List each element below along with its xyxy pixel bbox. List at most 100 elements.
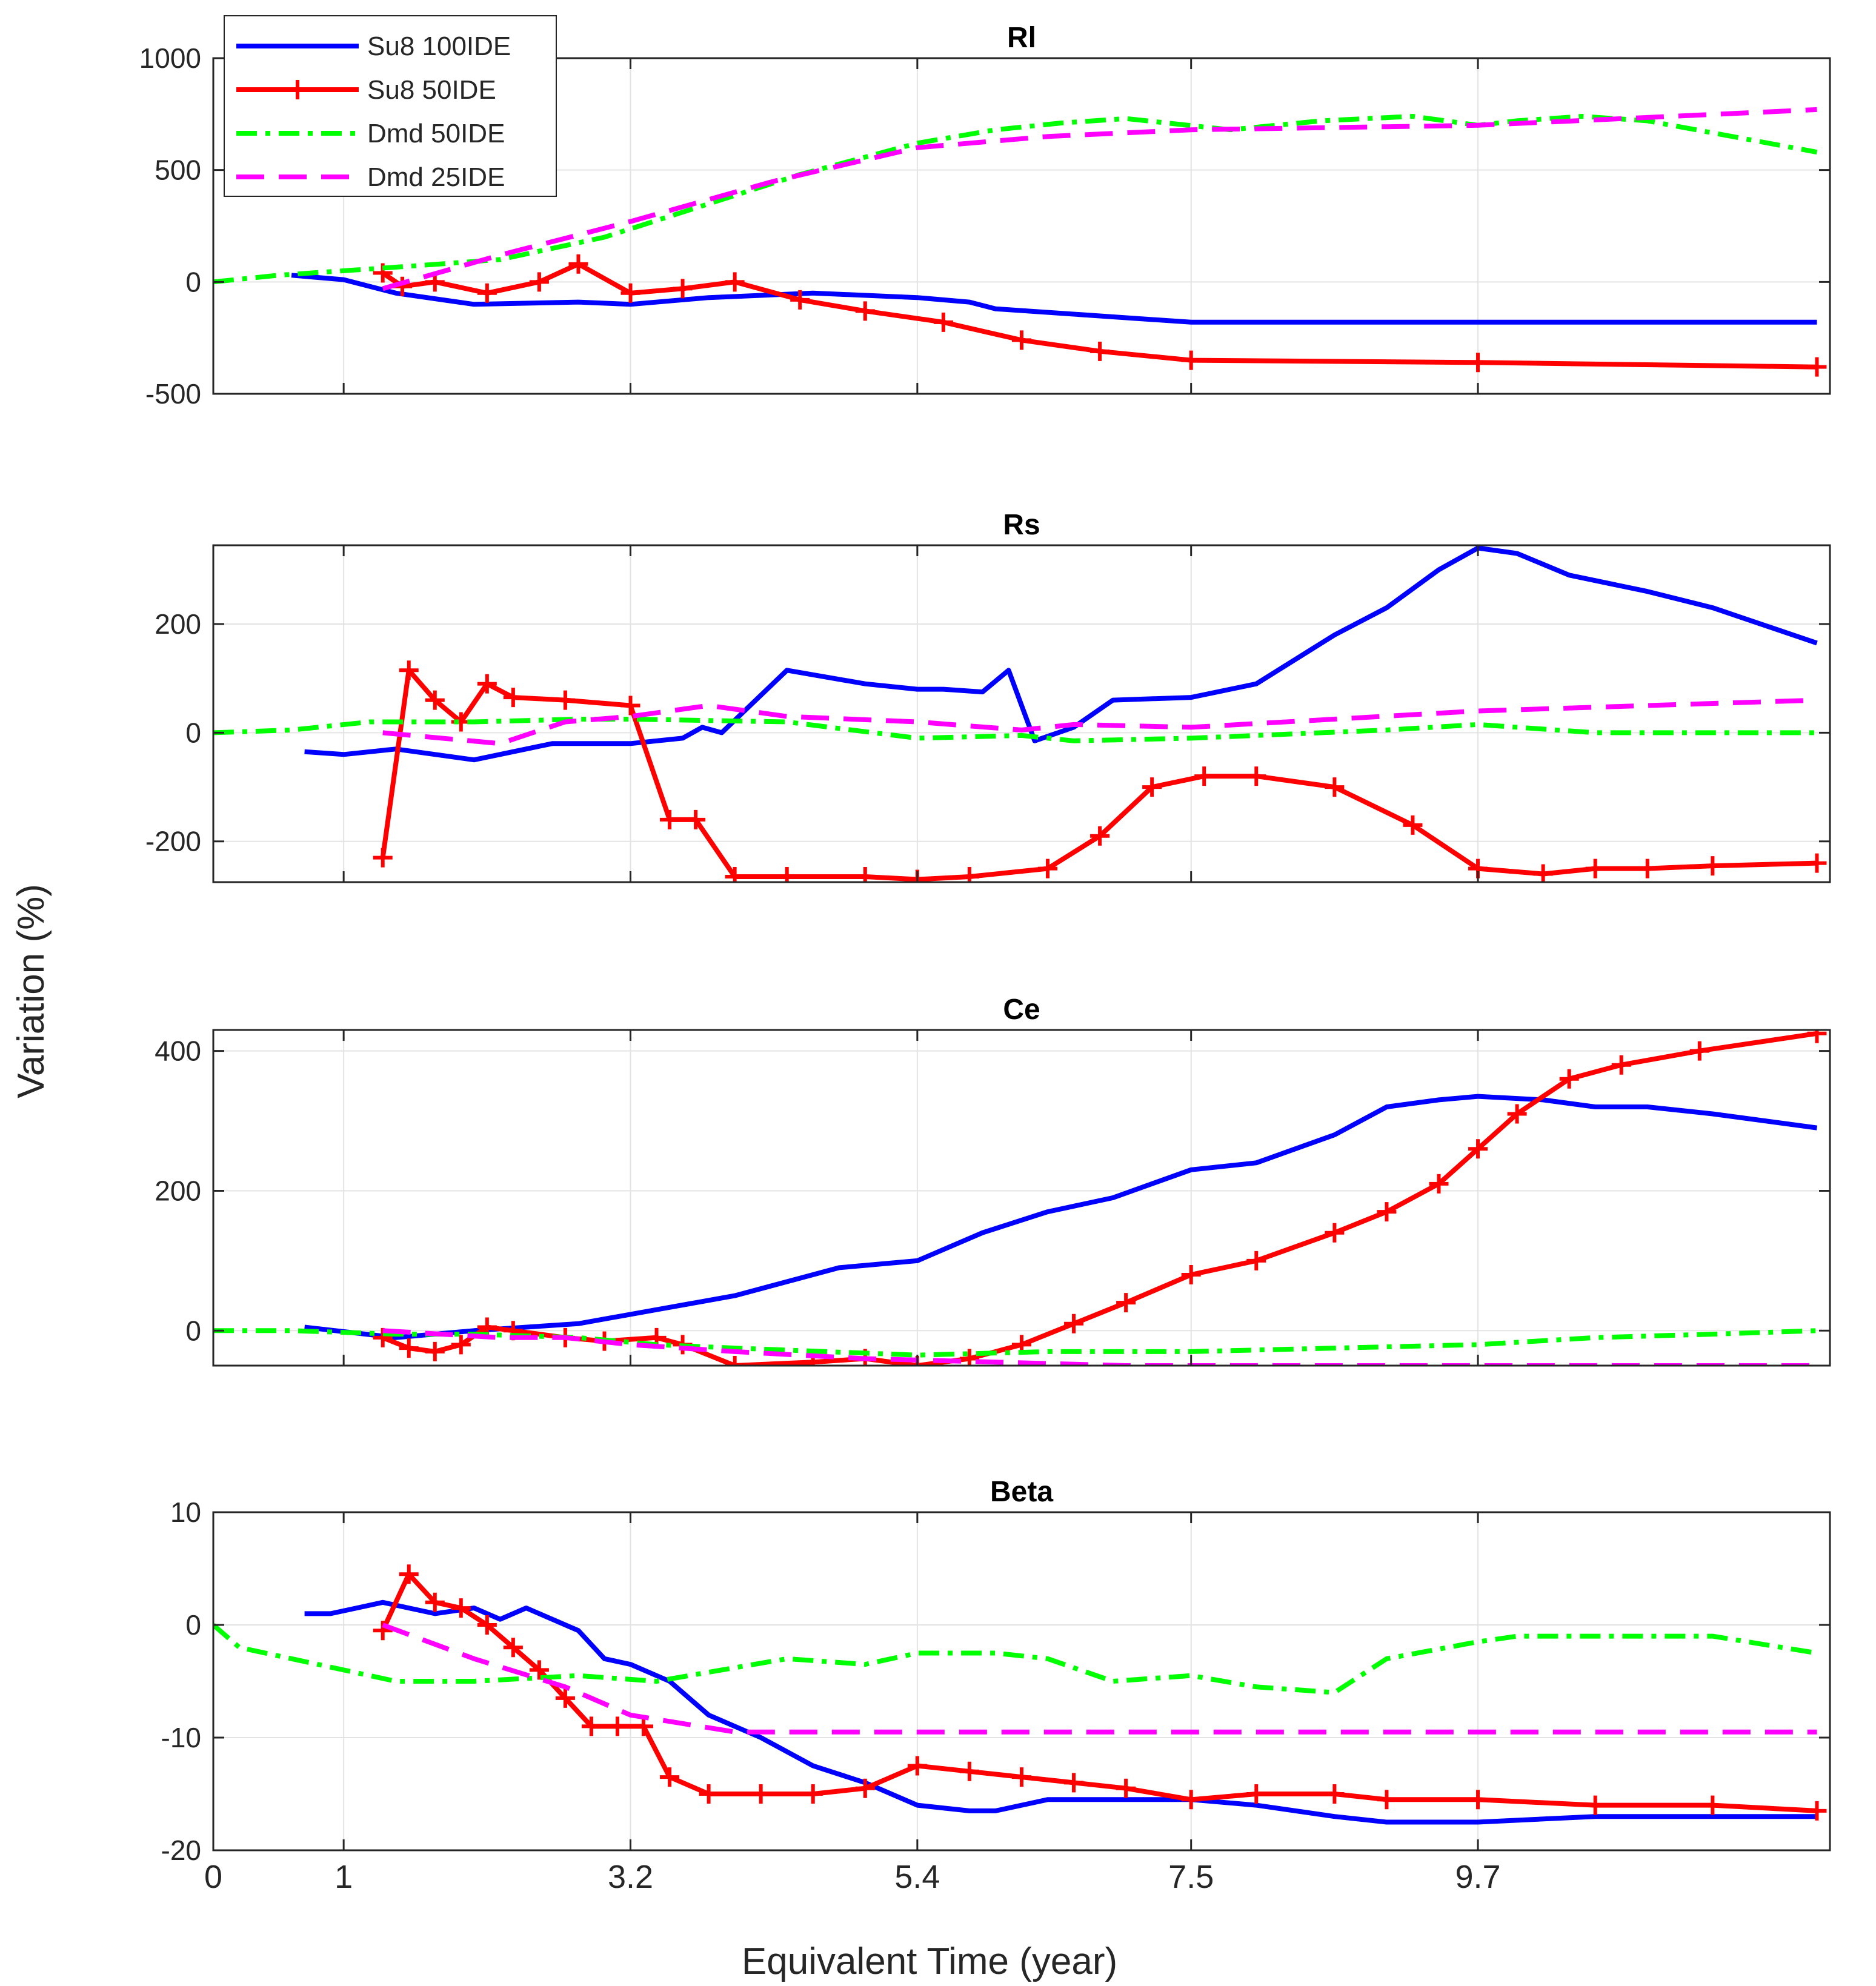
series-point-su8-50ide	[1377, 1202, 1397, 1222]
series-point-su8-50ide	[634, 1716, 654, 1736]
legend-label: Su8 50IDE	[367, 75, 496, 105]
series-point-su8-50ide	[660, 809, 680, 829]
series-point-su8-50ide	[673, 279, 693, 299]
legend-entries: Su8 100IDE Su8 50IDE Dmd 50IDE Dmd 25IDE	[236, 32, 511, 192]
y-tick-label: -10	[161, 1722, 201, 1753]
series-point-su8-50ide	[1429, 1174, 1449, 1194]
plot-area-beta	[213, 1512, 1830, 1850]
y-tick-label: 200	[155, 1175, 201, 1206]
series-point-su8-50ide	[660, 1767, 680, 1787]
y-axis-label: Variation (%)	[10, 884, 52, 1098]
series-point-su8-50ide	[1012, 1767, 1031, 1787]
series-point-su8-50ide	[1611, 1055, 1631, 1075]
series-point-su8-50ide	[1807, 1801, 1827, 1821]
series-point-su8-50ide	[399, 660, 419, 680]
series-point-su8-50ide	[855, 1778, 875, 1798]
series-point-su8-50ide	[1689, 1041, 1709, 1061]
axes-frame-beta	[212, 1511, 1831, 1851]
series-point-su8-50ide	[451, 1598, 471, 1618]
series-point-su8-50ide	[581, 1716, 601, 1736]
series-point-su8-50ide	[959, 1761, 979, 1781]
series-point-su8-50ide	[1703, 856, 1723, 876]
plot-area-rs	[213, 545, 1830, 882]
y-tick-label: -200	[145, 826, 201, 857]
series-point-su8-50ide	[1637, 858, 1657, 878]
y-tick-label: 200	[155, 608, 201, 640]
legend-entry-dmd-25ide: Dmd 25IDE	[236, 162, 505, 192]
series-line-dmd-50ide	[213, 717, 1817, 743]
series-point-su8-50ide	[1325, 777, 1345, 797]
subplots: -50005001000Rl-2000200Rs0200400Ce-20-100…	[139, 22, 1831, 1895]
series-point-su8-50ide	[1116, 1778, 1136, 1798]
series-point-su8-50ide	[1468, 353, 1488, 373]
series-line-dmd-25ide	[382, 697, 1817, 746]
series-point-su8-50ide	[1246, 1250, 1266, 1270]
series-point-su8-50ide	[555, 1688, 575, 1708]
series-point-su8-50ide	[477, 1615, 497, 1635]
series-point-su8-50ide	[1064, 1313, 1084, 1333]
y-tick-label: -20	[161, 1835, 201, 1866]
series-line-su8-100ide	[291, 273, 1817, 325]
series-point-su8-50ide	[555, 690, 575, 710]
series-point-su8-50ide	[855, 301, 875, 321]
series-point-su8-50ide	[1181, 1790, 1201, 1810]
series-point-su8-50ide	[477, 283, 497, 303]
series-point-su8-50ide	[1246, 766, 1266, 786]
series-line-su8-100ide	[304, 1094, 1818, 1340]
series-point-su8-50ide	[1377, 1790, 1397, 1810]
series-point-su8-50ide	[1403, 815, 1423, 835]
series-point-su8-50ide	[1559, 1069, 1579, 1089]
series-group	[213, 1030, 1827, 1366]
series-point-su8-50ide	[725, 867, 745, 882]
y-tick-label: 1000	[139, 42, 201, 74]
series-line-su8-50ide	[380, 668, 1817, 882]
legend-label: Dmd 25IDE	[367, 162, 505, 192]
series-point-su8-50ide	[803, 1784, 823, 1804]
series-point-su8-50ide	[425, 690, 445, 710]
x-tick-label: 9.7	[1455, 1859, 1501, 1895]
subplot-title-ce: Ce	[1003, 994, 1040, 1026]
series-point-su8-50ide	[399, 1338, 419, 1358]
series-point-su8-50ide	[1116, 1293, 1136, 1313]
series-point-su8-50ide	[1703, 1795, 1723, 1815]
subplot-title-rs: Rs	[1003, 509, 1040, 541]
axes-frame-rs	[212, 544, 1831, 883]
series-point-su8-50ide	[855, 867, 875, 882]
series-line-dmd-25ide	[382, 107, 1817, 291]
series-point-su8-50ide	[1533, 864, 1553, 882]
x-tick-label: 7.5	[1168, 1859, 1214, 1895]
series-point-su8-50ide	[959, 867, 979, 882]
y-tick-label: 0	[185, 1315, 201, 1346]
series-point-su8-50ide	[425, 1341, 445, 1361]
series-point-su8-50ide	[373, 848, 393, 868]
y-tick-label: 10	[170, 1496, 201, 1528]
series-point-su8-50ide	[1064, 1773, 1084, 1793]
axes-frame-rl	[212, 57, 1831, 395]
series-point-su8-50ide	[1325, 1784, 1345, 1804]
legend: Su8 100IDE Su8 50IDE Dmd 50IDE Dmd 25IDE	[224, 15, 557, 197]
series-point-su8-50ide	[373, 1621, 393, 1641]
subplot-title-rl: Rl	[1007, 22, 1036, 54]
x-axis-label: Equivalent Time (year)	[742, 1941, 1117, 1982]
series-point-su8-50ide	[1507, 1104, 1527, 1124]
series-point-su8-50ide	[568, 254, 588, 274]
x-tick-label: 0	[204, 1859, 222, 1895]
series-point-su8-50ide	[425, 1592, 445, 1612]
y-tick-label: 0	[185, 717, 201, 748]
series-point-su8-50ide	[620, 696, 640, 716]
series-point-su8-50ide	[529, 1660, 549, 1680]
series-point-su8-50ide	[1181, 1264, 1201, 1284]
subplot-ce: 0 200 400 Ce	[155, 994, 1831, 1367]
series-point-su8-50ide	[907, 1756, 927, 1776]
axes-frame-ce	[212, 1029, 1831, 1367]
legend-entry-su8-100ide: Su8 100IDE	[236, 32, 511, 61]
series-point-su8-50ide	[477, 674, 497, 694]
y-tick-label: -500	[145, 378, 201, 410]
series-point-su8-50ide	[451, 1335, 471, 1355]
series-point-su8-50ide	[1585, 858, 1605, 878]
series-group	[213, 545, 1827, 882]
series-point-su8-50ide	[686, 809, 706, 829]
legend-entry-dmd-50ide: Dmd 50IDE	[236, 119, 505, 148]
series-point-su8-50ide	[1468, 1139, 1488, 1159]
